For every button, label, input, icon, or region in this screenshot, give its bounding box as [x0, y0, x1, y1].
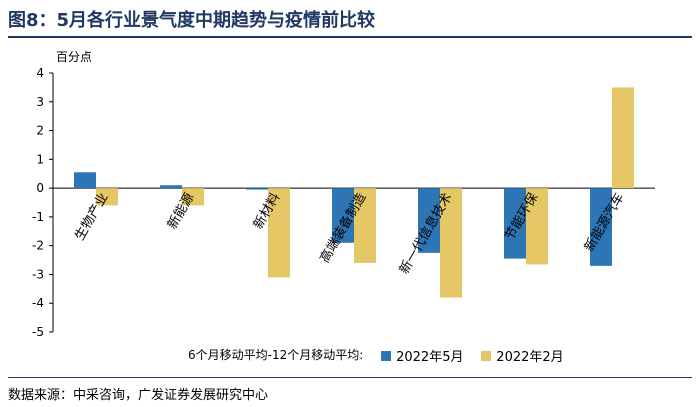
y-tick-label: -2	[32, 239, 44, 253]
bar-2022-feb	[526, 188, 548, 265]
y-tick-label: -3	[32, 267, 44, 281]
legend-item-may: 2022年5月	[381, 346, 463, 365]
bar-2022-may	[504, 188, 526, 259]
figure-title: 图8：5月各行业景气度中期趋势与疫情前比较	[8, 10, 376, 31]
bar-2022-may	[160, 185, 182, 189]
y-tick-label: -4	[32, 296, 44, 310]
bar-2022-may	[418, 188, 440, 253]
bar-2022-feb	[182, 188, 204, 206]
y-tick-label: 1	[36, 152, 44, 166]
title-divider	[8, 36, 692, 38]
legend: 6个月移动平均-12个月移动平均: 2022年5月 2022年2月	[188, 346, 564, 365]
legend-swatch-feb	[481, 350, 492, 361]
bar-2022-may	[74, 172, 96, 189]
bottom-divider	[8, 377, 692, 378]
bar-2022-feb	[268, 188, 290, 278]
bar-2022-may	[590, 188, 612, 266]
y-tick-label: 4	[36, 66, 44, 80]
bar-2022-feb	[354, 188, 376, 263]
bar-2022-may	[246, 188, 268, 190]
y-tick-label: 0	[36, 181, 44, 195]
legend-label-feb: 2022年2月	[496, 350, 564, 365]
legend-item-feb: 2022年2月	[481, 346, 564, 365]
bar-2022-feb	[612, 87, 634, 189]
category-label: 生物产业	[72, 191, 111, 244]
y-tick-label: -5	[32, 325, 44, 339]
source-note: 数据来源：中采咨询，广发证券发展研究中心	[8, 388, 269, 403]
y-tick-label: 3	[36, 95, 44, 109]
legend-swatch-may	[381, 350, 392, 361]
y-axis-title: 百分点	[56, 50, 93, 64]
legend-prefix: 6个月移动平均-12个月移动平均:	[188, 348, 364, 362]
bar-2022-feb	[96, 188, 118, 206]
title-row: 图8：5月各行业景气度中期趋势与疫情前比较	[8, 2, 692, 34]
legend-label-may: 2022年5月	[396, 350, 464, 365]
y-tick-label: -1	[32, 210, 44, 224]
y-tick-label: 2	[36, 124, 44, 138]
category-label: 新能源	[164, 190, 197, 232]
bar-2022-may	[332, 188, 354, 243]
bar-2022-feb	[440, 188, 462, 298]
